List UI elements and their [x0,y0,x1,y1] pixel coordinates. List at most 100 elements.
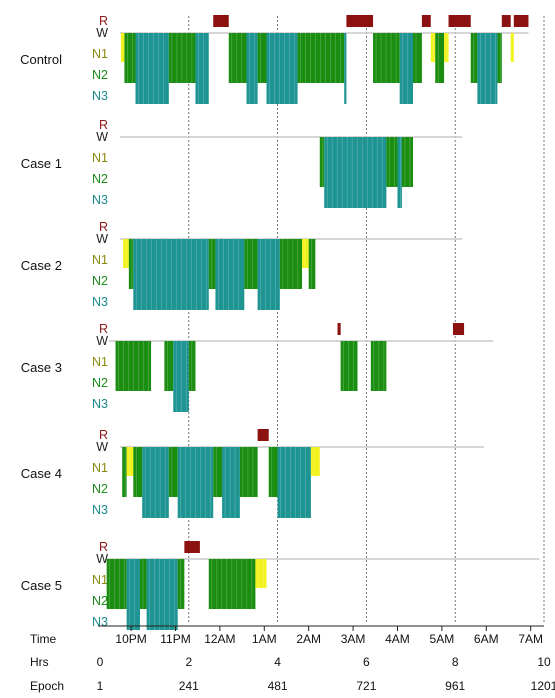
stage-label-n1: N1 [92,461,108,475]
sleep-bar-n2 [208,559,256,609]
sleep-bar-n3 [126,559,140,630]
sleep-bar-n2 [188,341,196,391]
stage-label-r: R [99,322,108,336]
gridlines [188,16,545,622]
sleep-bar-n2 [244,239,258,289]
rem-bar [421,15,431,27]
tick-label-time: 5AM [430,632,455,646]
panel-case-3: RW N1 N2 N3 Case 3 [21,322,493,412]
tick-label-epoch: 721 [356,679,376,693]
stage-label-w: W [96,232,108,246]
sleep-bar-n2 [268,447,278,497]
tick-label-epoch: 481 [268,679,288,693]
sleep-bar-n1 [430,33,436,62]
x-axes: Time 10PM 11PM 12AM 1AM 2AM 3AM 4AM 5AM 6AM 7AM Hrs… [30,625,555,693]
tick-label-time: 3AM [341,632,366,646]
panel-control: RW N1 N2 N3 Control [20,14,529,104]
stage-label-n2: N2 [92,482,108,496]
sleep-bar-n3 [146,559,178,630]
stage-label-w: W [96,26,108,40]
stage-label-n1: N1 [92,573,108,587]
sleep-bar-n1 [255,559,267,588]
sleep-bar-n2 [208,239,216,289]
stage-label-n1: N1 [92,355,108,369]
sleep-bar-n2 [128,239,134,289]
tick-label-hrs: 4 [274,655,281,669]
stage-label-n1: N1 [92,253,108,267]
sleep-bar-n1 [126,447,134,476]
tick-label-epoch: 1 [97,679,104,693]
sleep-bar-n2 [177,559,185,609]
stage-label-n2: N2 [92,274,108,288]
stage-label-n1: N1 [92,151,108,165]
sleep-bar-n1 [310,447,320,476]
stage-label-n3: N3 [92,397,108,411]
sleep-bar-n3 [324,137,387,208]
stage-label-n3: N3 [92,89,108,103]
sleep-bar-n2 [279,239,303,289]
stage-label-r: R [99,118,108,132]
stage-label-w: W [96,334,108,348]
tick-label-time: 11PM [160,632,190,646]
sleep-bar-n2 [370,341,387,391]
stage-label-n3: N3 [92,615,108,629]
rem-bar [213,15,229,27]
stage-label-w: W [96,440,108,454]
tick-label-time: 12AM [204,632,235,646]
panel-case-5: RW N1 N2 N3 Case 5 [21,540,540,630]
stage-label-n3: N3 [92,503,108,517]
tick-label-epoch: 961 [445,679,465,693]
sleep-bar-n3 [257,239,280,310]
tick-label-time: 4AM [385,632,410,646]
rem-bar [513,15,529,27]
sleep-bar-n2 [115,341,152,391]
rem-bar [346,15,374,27]
sleep-bar-n3 [397,137,402,208]
tick-label-time: 6AM [474,632,499,646]
rem-bar [448,15,471,27]
tick-label-time: 10PM [115,632,146,646]
tick-label-hrs: 10 [537,655,551,669]
case-label: Case 2 [21,258,62,273]
rem-bar [452,323,465,335]
sleep-bar-n3 [277,447,311,518]
axis-title-time: Time [30,632,57,646]
tick-label-epoch: 241 [179,679,199,693]
sleep-bar-n1 [444,33,449,62]
stage-label-w: W [96,130,108,144]
sleep-bar-n3 [477,33,498,104]
stage-label-n2: N2 [92,376,108,390]
sleep-bar-n2 [106,559,127,609]
tick-label-hrs: 2 [185,655,192,669]
sleep-bar-n3 [215,239,245,310]
case-label: Case 1 [21,156,62,171]
sleep-bar-n3 [246,33,258,104]
tick-label-time: 1AM [252,632,277,646]
sleep-bar-n2 [228,33,247,83]
sleep-bar-n2 [168,33,196,83]
stage-label-n3: N3 [92,193,108,207]
sleep-bar-n3 [195,33,209,104]
stage-label-r: R [99,220,108,234]
rem-bar [501,15,511,27]
sleep-bar-n3 [344,33,347,104]
tick-label-hrs: 0 [97,655,104,669]
stage-label-r: R [99,14,108,28]
sleep-bar-n3 [173,341,189,412]
sleep-bar-n2 [257,33,267,83]
panel-case-1: RW N1 N2 N3 Case 1 [21,118,462,208]
sleep-bar-n2 [168,447,178,497]
tick-label-hrs: 8 [452,655,459,669]
sleep-bar-n3 [133,239,209,310]
sleep-bar-n2 [470,33,478,83]
sleep-bar-n2 [373,33,400,83]
sleep-bar-n2 [297,33,345,83]
sleep-bar-n2 [164,341,174,391]
sleep-bar-n1 [510,33,514,62]
stage-label-r: R [99,428,108,442]
sleep-bar-n2 [213,447,223,497]
sleep-bar-n2 [239,447,258,497]
sleep-bar-n2 [124,33,136,83]
tick-label-time: 7AM [518,632,543,646]
